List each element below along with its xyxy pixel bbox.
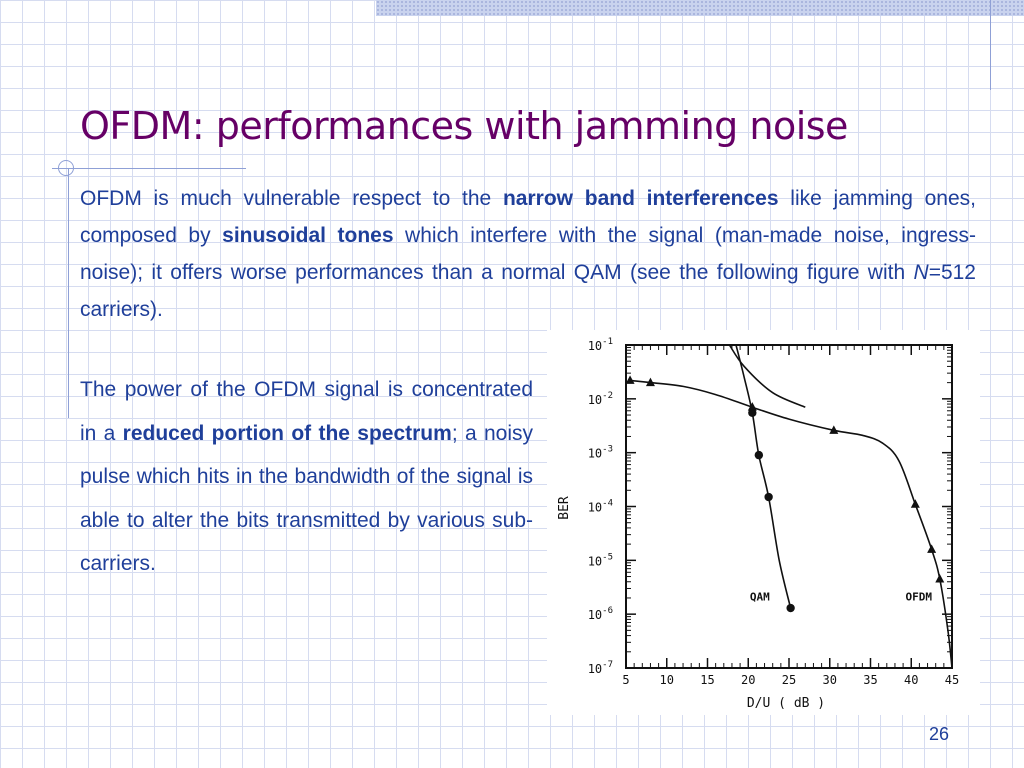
- x-tick-label: 25: [782, 673, 796, 687]
- qam-point: [754, 450, 764, 460]
- y-tick-label: 10-5: [588, 552, 613, 568]
- y-tick-label: 10-2: [588, 391, 613, 407]
- y-tick-exponent: -1: [602, 337, 613, 347]
- y-tick-label: 10-4: [588, 499, 613, 515]
- x-tick-label: 15: [700, 673, 714, 687]
- text-run: which interfere with the signal (man-mad…: [80, 224, 976, 284]
- y-tick-exponent: -6: [602, 606, 613, 616]
- decorative-vertical-line-left: [68, 168, 69, 418]
- text-run: narrow band interferences: [502, 187, 779, 210]
- qam-point: [748, 408, 757, 418]
- qam-point: [786, 603, 795, 613]
- ofdm-series-label: OFDM: [906, 590, 933, 603]
- crosshair-icon: [58, 160, 74, 176]
- decorative-vertical-line-right: [990, 0, 991, 90]
- y-tick-label: 10-3: [588, 445, 613, 461]
- y-tick-exponent: -5: [602, 552, 613, 562]
- y-axis-label: BER: [557, 496, 572, 520]
- qam-point: [764, 492, 773, 502]
- ofdm-point: [829, 425, 839, 434]
- y-tick-label: 10-6: [588, 606, 613, 622]
- ofdm-point: [625, 375, 635, 384]
- y-tick-exponent: -7: [602, 660, 613, 670]
- x-tick-label: 30: [823, 673, 837, 687]
- y-tick-base: 10: [588, 447, 602, 461]
- text-run: The power of the OFDM signal is concentr…: [80, 378, 533, 445]
- y-tick-base: 10: [588, 393, 602, 407]
- text-run: ; a noisy pulse which hits in the bandwi…: [80, 421, 533, 576]
- slide-title: OFDM: performances with jamming noise: [80, 104, 848, 148]
- plot-frame: [625, 344, 953, 669]
- ofdm-point: [645, 377, 655, 387]
- text-run: sinusoidal tones: [222, 224, 394, 247]
- ber-chart-svg: 10-110-210-310-410-510-610-7 5 10 15 20 25 30…: [557, 337, 959, 711]
- x-tick-label: 10: [660, 673, 674, 687]
- page-number: 26: [929, 724, 950, 744]
- decorative-title-rule: [52, 168, 246, 169]
- x-axis-label: D/U ( dB ): [747, 696, 825, 711]
- ofdm-point: [747, 402, 757, 411]
- qam-series-label: QAM: [750, 590, 770, 603]
- y-tick-label: 10-7: [588, 660, 613, 676]
- x-tick-label: 45: [945, 673, 959, 687]
- x-tick-label: 40: [904, 673, 918, 687]
- x-tick-label: 20: [741, 673, 755, 687]
- ofdm-point: [910, 499, 920, 508]
- ofdm-curve: [630, 379, 953, 669]
- text-run: =512 carriers).: [80, 261, 976, 321]
- y-tick-base: 10: [588, 554, 602, 568]
- y-tick-base: 10: [588, 608, 602, 622]
- x-tick-label: 5: [622, 673, 629, 687]
- spectrum-paragraph: The power of the OFDM signal is concentr…: [80, 368, 533, 586]
- y-tick-base: 10: [588, 662, 602, 676]
- text-run: reduced portion of the spectrum: [122, 421, 452, 445]
- top-decorative-band: [376, 0, 1024, 16]
- ber-chart: 10-1 10-2 10-3 10-4 10-5 10-6 10-7 5 10 15 20 25 30…: [547, 330, 980, 715]
- intro-paragraph: OFDM is much vulnerable respect to the n…: [80, 180, 976, 328]
- ofdm-point: [927, 544, 937, 553]
- y-tick-label: 10-1: [588, 337, 613, 353]
- y-tick-exponent: -3: [602, 445, 613, 455]
- ofdm-point: [935, 574, 945, 583]
- y-tick-exponent: -4: [602, 499, 613, 509]
- x-tick-label: 35: [863, 673, 877, 687]
- reference-curve: [728, 344, 806, 408]
- text-run: like jamming ones, composed by: [80, 187, 976, 247]
- text-run: N: [913, 261, 929, 284]
- y-tick-base: 10: [588, 501, 602, 515]
- y-tick-exponent: -2: [602, 391, 613, 401]
- text-run: OFDM is much vulnerable respect to the: [80, 187, 503, 210]
- y-tick-base: 10: [588, 339, 602, 353]
